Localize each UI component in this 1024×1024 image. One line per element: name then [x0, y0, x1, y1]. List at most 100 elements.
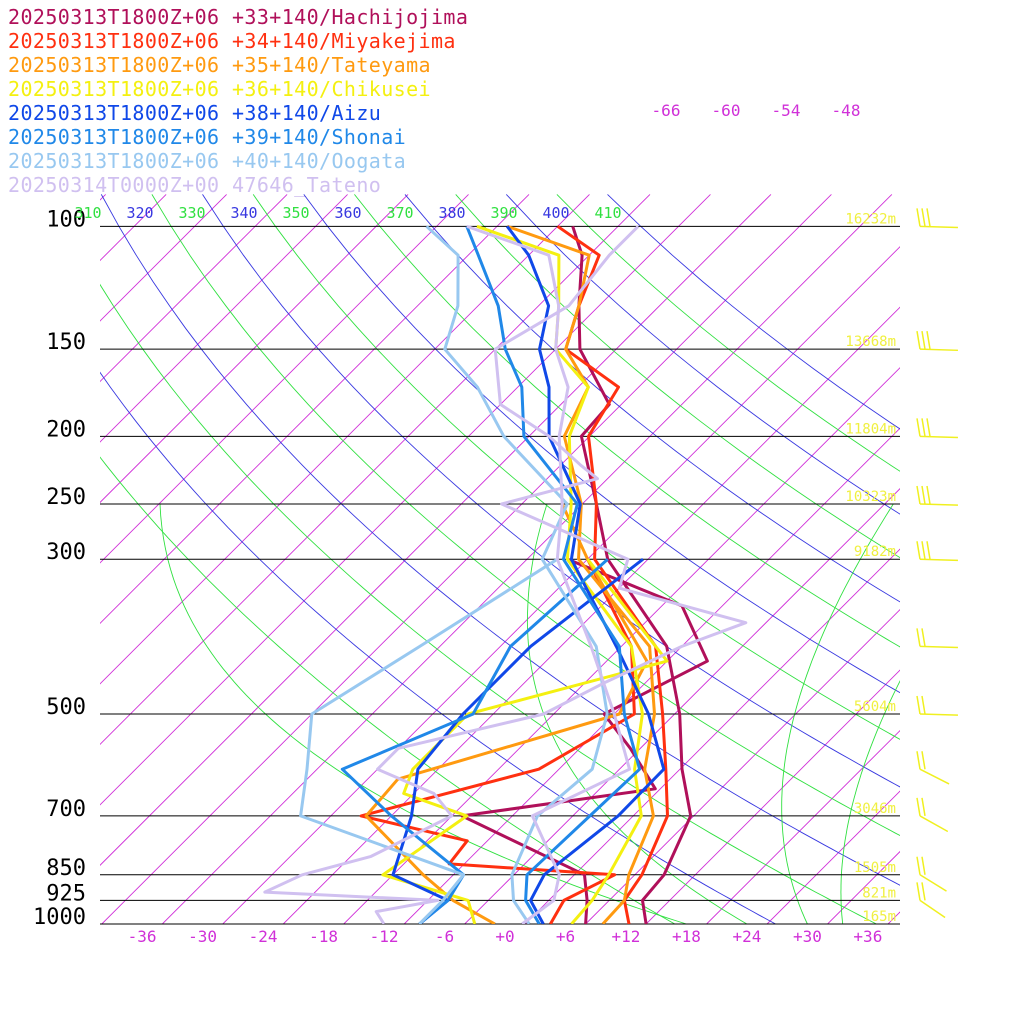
- isotherm-line: [100, 194, 409, 504]
- dewpoint-line: [299, 557, 559, 924]
- dewpoint-line: [391, 558, 644, 924]
- wind-barb-flag: [921, 856, 926, 875]
- temperature-line: [425, 225, 609, 924]
- height-label: 13668m: [845, 334, 896, 350]
- isotherm-label: -54: [772, 101, 801, 120]
- theta-label: 320: [126, 204, 153, 222]
- wind-barb: [919, 874, 947, 892]
- wind-barb-flag: [921, 628, 926, 647]
- pressure-label: 700: [46, 797, 86, 822]
- wind-barb-flag: [921, 797, 926, 817]
- legend-entry: 20250313T1800Z+06 +40+140/Oogata: [8, 149, 407, 173]
- wind-barb-flag: [916, 882, 921, 901]
- isotherm-line: [706, 729, 900, 924]
- height-label: 16232m: [845, 211, 896, 227]
- wind-barb-flag: [916, 331, 921, 350]
- legend-entry: 20250313T1800Z+06 +34+140/Miyakejima: [8, 29, 456, 53]
- isotherm-line: [0, 194, 45, 924]
- wind-barb: [919, 645, 958, 649]
- wind-barb-flag: [916, 695, 921, 715]
- wind-barb-flag: [926, 541, 931, 560]
- height-label: 165m: [862, 909, 896, 925]
- legend-entry: 20250313T1800Z+06 +36+140/Chikusei: [8, 77, 431, 101]
- temperature-tick-label: +18: [672, 927, 701, 946]
- wind-barb: [919, 435, 958, 439]
- theta-label: 400: [542, 204, 569, 222]
- theta-label: 340: [230, 204, 257, 222]
- mixing-ratio-line: [781, 503, 894, 924]
- wind-barb: [919, 348, 958, 352]
- legend-entry: 20250313T1800Z+06 +39+140/Shonai: [8, 125, 407, 149]
- dewpoint-line: [340, 558, 609, 924]
- isotherm-line: [887, 911, 900, 924]
- temperature-tick-label: +30: [793, 927, 822, 946]
- height-label: 5604m: [854, 699, 896, 715]
- wind-barb-flag: [921, 418, 926, 437]
- wind-barb-flag: [916, 208, 921, 227]
- wind-barb: [919, 503, 958, 506]
- theta-label: 390: [490, 204, 517, 222]
- wind-barb-flag: [921, 695, 926, 715]
- moist-adiabat-line: [100, 456, 676, 924]
- wind-barb-flag: [916, 485, 921, 505]
- isotherm-line: [100, 194, 227, 322]
- wind-barb-flag: [926, 485, 931, 505]
- temperature-tick-label: -18: [309, 927, 338, 946]
- height-label: 1505m: [854, 860, 896, 876]
- moist-adiabat-line: [354, 194, 900, 648]
- wind-barb-flag: [916, 541, 921, 560]
- temperature-tick-label: +36: [853, 927, 882, 946]
- temperature-tick-label: -12: [370, 927, 399, 946]
- pressure-label: 500: [46, 695, 86, 720]
- isotherm-label: -60: [712, 101, 741, 120]
- isotherm-line: [585, 609, 900, 924]
- theta-label: 330: [178, 204, 205, 222]
- sounding-series: [263, 224, 748, 924]
- temperature-line: [506, 224, 656, 924]
- theta-label: 370: [386, 204, 413, 222]
- dewpoint-line: [263, 225, 748, 924]
- temperature-tick-label: +6: [556, 927, 575, 946]
- wind-barb: [919, 899, 946, 919]
- pressure-label: 150: [46, 330, 86, 355]
- legend-entry: 20250313T1800Z+06 +38+140/Aizu: [8, 101, 382, 125]
- theta-label: 310: [74, 204, 101, 222]
- isotherm-label: -48: [832, 101, 861, 120]
- wind-barb-flag: [921, 485, 926, 505]
- isotherm-line: [100, 194, 348, 443]
- height-label: 3046m: [854, 801, 896, 817]
- wind-barb-flag: [926, 331, 931, 350]
- wind-barb-flag: [916, 797, 921, 817]
- legend-entry: 20250313T1800Z+06 +35+140/Tateyama: [8, 53, 431, 77]
- isotherm-line: [949, 194, 1024, 924]
- isotherm-line: [100, 194, 288, 383]
- grid-lines: [0, 194, 1024, 924]
- wind-barb-flag: [921, 331, 926, 350]
- wind-barb: [919, 713, 958, 716]
- theta-label: 350: [282, 204, 309, 222]
- isotherm-line: [1009, 194, 1024, 924]
- isotherm-label: -66: [652, 101, 681, 120]
- mixing-ratio-line: [840, 680, 900, 924]
- height-label: 9182m: [854, 544, 896, 560]
- temperature-tick-label: +0: [495, 927, 514, 946]
- wind-barb: [919, 768, 950, 785]
- wind-barb-flag: [916, 628, 921, 647]
- wind-barb-flag: [916, 856, 921, 875]
- temperature-tick-label: -30: [188, 927, 217, 946]
- wind-barb-flag: [926, 208, 931, 227]
- temperature-line: [465, 225, 642, 924]
- theta-label: 360: [334, 204, 361, 222]
- legend-entry: 20250313T1800Z+06 +33+140/Hachijojima: [8, 5, 469, 29]
- pressure-label: 250: [46, 485, 86, 510]
- height-label: 821m: [862, 885, 896, 901]
- temperature-tick-label: +24: [732, 927, 761, 946]
- pressure-label: 925: [46, 881, 86, 906]
- legend: 20250313T1800Z+06 +33+140/Hachijojima 202…: [8, 5, 468, 197]
- dry-adiabat-line: [607, 194, 900, 430]
- wind-barb-flag: [921, 882, 926, 901]
- pressure-label: 200: [46, 417, 86, 442]
- theta-label: 410: [594, 204, 621, 222]
- pressure-label: 850: [46, 856, 86, 881]
